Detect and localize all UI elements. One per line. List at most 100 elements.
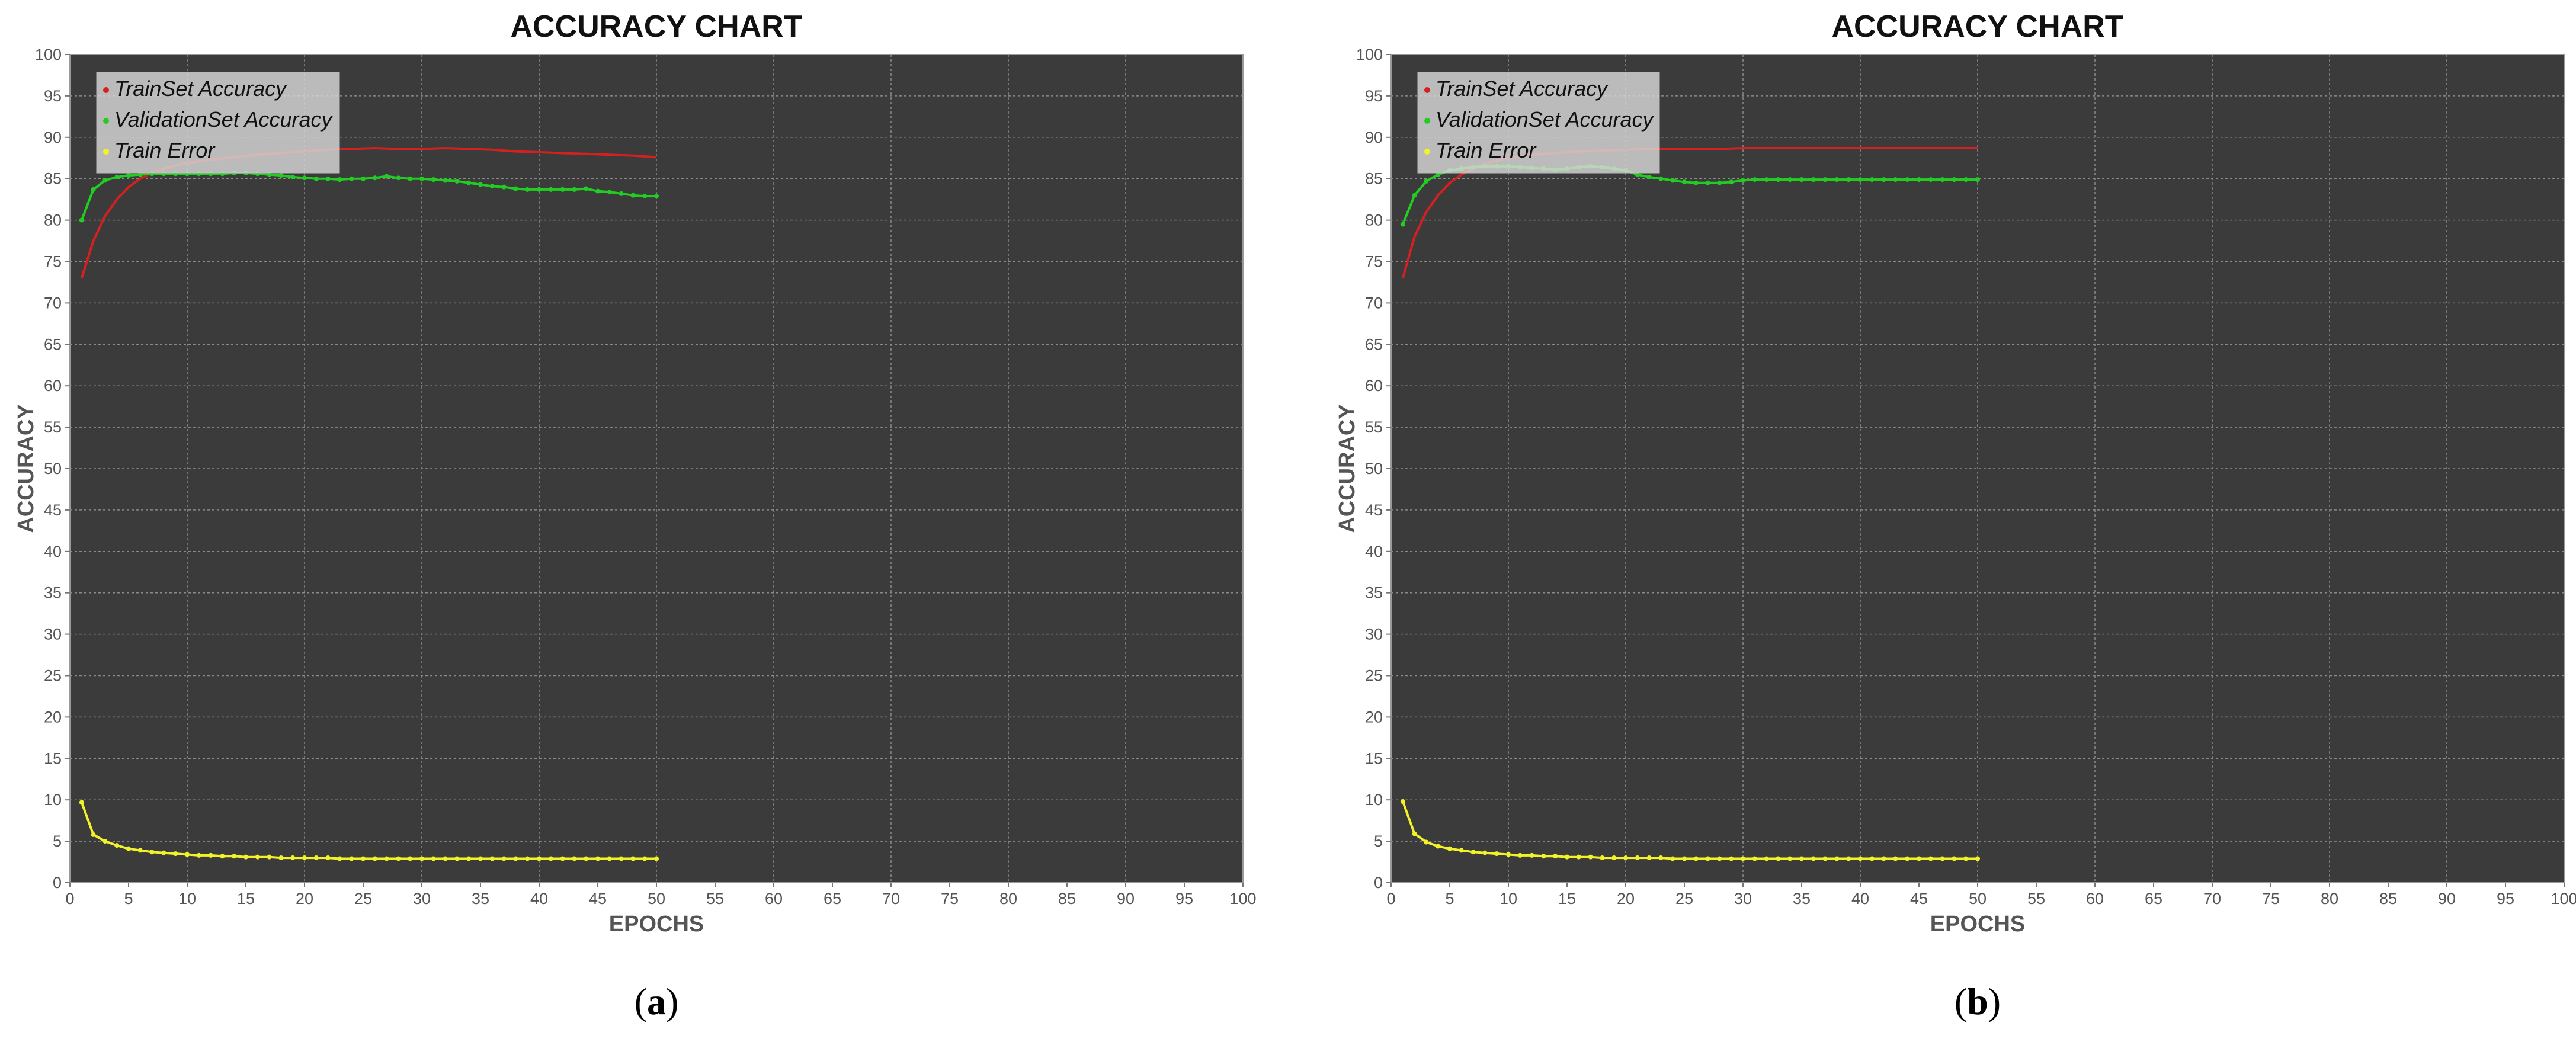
x-tick-label: 20 xyxy=(296,890,313,908)
series-point-train-error xyxy=(243,854,248,860)
series-point-train-error xyxy=(443,856,448,861)
y-tick-label: 35 xyxy=(1365,584,1383,602)
series-point-train-error xyxy=(126,846,131,851)
x-tick-label: 90 xyxy=(1117,890,1135,908)
y-tick-label: 100 xyxy=(1356,46,1383,63)
y-tick-label: 40 xyxy=(1365,543,1383,560)
series-point-train-error xyxy=(1752,856,1757,861)
series-point-validationset-accuracy xyxy=(1729,179,1734,185)
y-tick-label: 70 xyxy=(1365,294,1383,312)
series-point-train-error xyxy=(1893,856,1898,861)
series-point-validationset-accuracy xyxy=(1881,177,1886,182)
y-tick-label: 65 xyxy=(1365,335,1383,353)
series-point-train-error xyxy=(1764,856,1769,861)
legend-label: Train Error xyxy=(114,138,216,162)
series-point-validationset-accuracy xyxy=(114,174,120,179)
y-tick-label: 50 xyxy=(44,460,62,477)
x-tick-label: 80 xyxy=(2321,890,2338,908)
x-tick-label: 75 xyxy=(941,890,959,908)
y-tick-label: 55 xyxy=(44,418,62,436)
y-tick-label: 55 xyxy=(1365,418,1383,436)
series-point-train-error xyxy=(478,856,483,861)
series-point-train-error xyxy=(1905,856,1910,861)
x-tick-label: 95 xyxy=(1175,890,1193,908)
series-point-train-error xyxy=(1611,855,1617,861)
series-point-train-error xyxy=(630,856,636,861)
series-point-validationset-accuracy xyxy=(1869,177,1875,182)
y-tick-label: 20 xyxy=(1365,708,1383,726)
series-point-train-error xyxy=(1412,831,1417,836)
series-point-validationset-accuracy xyxy=(1776,177,1781,182)
series-point-train-error xyxy=(1670,856,1675,861)
series-point-train-error xyxy=(1623,855,1628,861)
series-point-validationset-accuracy xyxy=(290,174,296,179)
legend-marker xyxy=(1424,149,1430,155)
y-tick-label: 80 xyxy=(1365,211,1383,229)
series-point-train-error xyxy=(537,856,542,861)
series-point-validationset-accuracy xyxy=(1799,177,1804,182)
x-tick-label: 25 xyxy=(354,890,372,908)
x-tick-label: 70 xyxy=(2203,890,2221,908)
series-point-train-error xyxy=(1646,855,1652,861)
series-point-train-error xyxy=(1588,854,1593,860)
x-tick-label: 35 xyxy=(1793,890,1811,908)
series-point-train-error xyxy=(1787,856,1793,861)
series-point-validationset-accuracy xyxy=(654,194,659,199)
series-point-train-error xyxy=(548,856,553,861)
series-point-train-error xyxy=(454,856,460,861)
x-tick-label: 65 xyxy=(824,890,841,908)
series-point-train-error xyxy=(349,856,354,861)
series-point-train-error xyxy=(1881,856,1886,861)
series-point-train-error xyxy=(654,856,659,861)
y-tick-label: 100 xyxy=(35,46,62,63)
series-point-train-error xyxy=(1682,856,1687,861)
series-point-validationset-accuracy xyxy=(466,180,472,185)
series-point-train-error xyxy=(1717,856,1722,861)
series-point-validationset-accuracy xyxy=(1658,176,1664,181)
x-tick-label: 30 xyxy=(413,890,431,908)
series-point-train-error xyxy=(1822,856,1828,861)
y-tick-label: 10 xyxy=(44,791,62,809)
series-point-train-error xyxy=(1553,854,1558,859)
y-tick-label: 40 xyxy=(44,543,62,560)
x-tick-label: 100 xyxy=(2551,890,2576,908)
x-tick-label: 0 xyxy=(65,890,74,908)
series-point-train-error xyxy=(525,856,530,861)
y-tick-label: 30 xyxy=(44,626,62,643)
series-point-train-error xyxy=(278,855,284,861)
y-tick-label: 5 xyxy=(1374,832,1383,850)
series-point-validationset-accuracy xyxy=(79,217,84,223)
x-tick-label: 40 xyxy=(1851,890,1869,908)
y-tick-label: 90 xyxy=(44,129,62,146)
series-point-train-error xyxy=(79,800,84,805)
panel-caption: (a) xyxy=(635,980,679,1022)
series-point-train-error xyxy=(396,856,401,861)
series-point-train-error xyxy=(1705,856,1710,861)
series-point-train-error xyxy=(1565,854,1569,860)
legend-marker xyxy=(1424,118,1430,124)
y-tick-label: 45 xyxy=(1365,501,1383,519)
series-point-validationset-accuracy xyxy=(1682,179,1687,185)
series-point-train-error xyxy=(208,852,213,858)
x-axis-label: EPOCHS xyxy=(1930,912,2025,937)
series-point-validationset-accuracy xyxy=(642,194,648,199)
y-tick-label: 65 xyxy=(44,335,62,353)
series-point-validationset-accuracy xyxy=(537,187,542,192)
series-point-train-error xyxy=(1494,851,1500,857)
y-tick-label: 20 xyxy=(44,708,62,726)
series-point-train-error xyxy=(302,855,307,861)
series-point-validationset-accuracy xyxy=(431,177,436,182)
chart-title: ACCURACY CHART xyxy=(1831,9,2123,44)
series-point-validationset-accuracy xyxy=(1846,177,1851,182)
series-point-train-error xyxy=(1811,856,1816,861)
series-point-train-error xyxy=(1693,856,1699,861)
series-point-validationset-accuracy xyxy=(384,174,389,179)
y-axis-label: ACCURACY xyxy=(1335,404,1360,533)
series-point-train-error xyxy=(408,856,413,861)
series-point-validationset-accuracy xyxy=(361,176,366,181)
series-point-train-error xyxy=(560,856,565,861)
series-point-train-error xyxy=(1635,855,1640,861)
series-point-validationset-accuracy xyxy=(419,176,424,181)
